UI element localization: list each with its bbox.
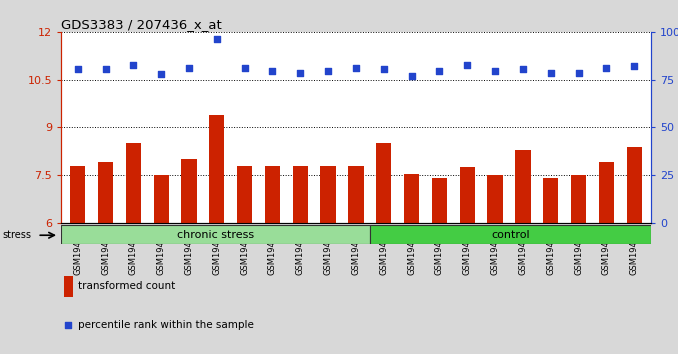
Bar [376, 143, 391, 223]
Point [490, 68, 500, 74]
Point [239, 65, 250, 71]
Bar [237, 166, 252, 223]
Bar [181, 159, 197, 223]
Point [295, 70, 306, 75]
Point [128, 62, 139, 68]
Bar [125, 143, 141, 223]
Point [415, 43, 426, 48]
Bar [599, 162, 614, 223]
Text: control: control [491, 229, 530, 240]
Point [629, 63, 639, 69]
Bar [432, 178, 447, 223]
Point [212, 36, 222, 42]
Bar [626, 147, 642, 223]
Point [73, 67, 83, 72]
Text: percentile rank within the sample: percentile rank within the sample [77, 320, 254, 330]
Text: stress: stress [2, 230, 31, 240]
Bar [61, 225, 370, 244]
Bar [321, 166, 336, 223]
Text: transformed count: transformed count [77, 281, 175, 291]
Bar [293, 166, 308, 223]
Bar [153, 175, 169, 223]
Point [601, 65, 612, 71]
Point [267, 68, 278, 74]
Point [573, 70, 584, 75]
Point [545, 70, 556, 75]
Bar [404, 174, 419, 223]
Bar [210, 115, 224, 223]
Point [184, 65, 195, 71]
Point [100, 67, 111, 72]
Text: chronic stress: chronic stress [177, 229, 254, 240]
Text: GDS3383 / 207436_x_at: GDS3383 / 207436_x_at [61, 18, 222, 31]
Bar [515, 150, 531, 223]
Point [517, 67, 528, 72]
Bar [487, 175, 502, 223]
Bar [571, 175, 586, 223]
Bar [265, 166, 280, 223]
Point [156, 72, 167, 77]
Bar [460, 167, 475, 223]
Point [434, 68, 445, 74]
Bar [70, 166, 85, 223]
Point [406, 73, 417, 79]
Point [351, 65, 361, 71]
Bar [543, 178, 559, 223]
Point [323, 68, 334, 74]
Bar [64, 276, 73, 297]
Bar [348, 166, 363, 223]
Bar [98, 162, 113, 223]
Point [462, 62, 473, 68]
Point [378, 67, 389, 72]
Bar [370, 225, 651, 244]
